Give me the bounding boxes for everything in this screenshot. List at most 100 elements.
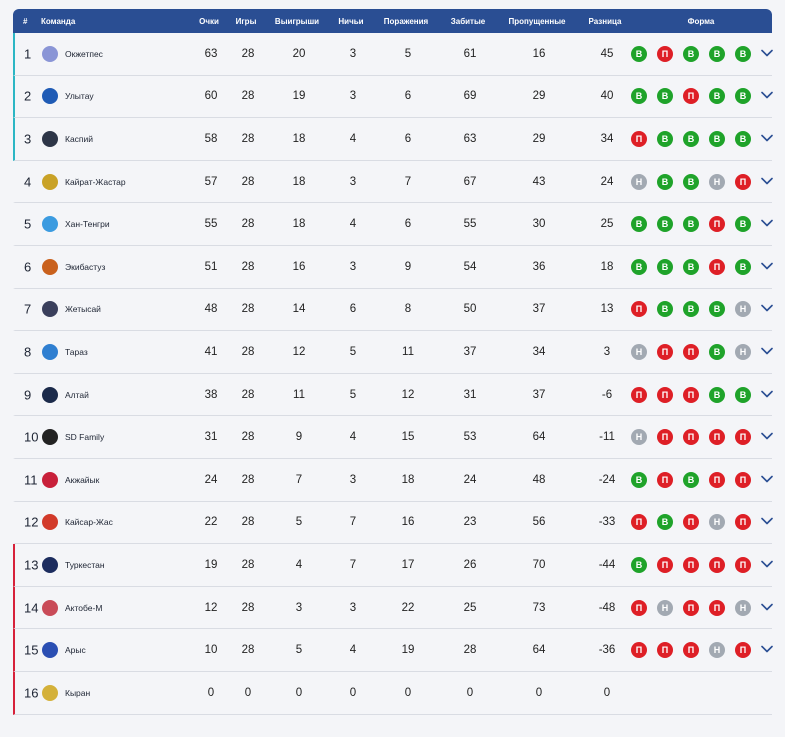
- form-badge[interactable]: В: [709, 130, 725, 147]
- form-badge[interactable]: В: [657, 216, 673, 233]
- form-badge[interactable]: В: [683, 301, 699, 318]
- form-badge[interactable]: П: [657, 429, 673, 446]
- form-badge[interactable]: В: [709, 88, 725, 105]
- form-badge[interactable]: В: [735, 216, 751, 233]
- form-badge[interactable]: В: [631, 45, 647, 62]
- form-badge[interactable]: В: [735, 130, 751, 147]
- team-name[interactable]: Алтай: [65, 389, 89, 400]
- chevron-down-icon[interactable]: [761, 91, 773, 101]
- chevron-down-icon[interactable]: [761, 347, 773, 357]
- form-badge[interactable]: Н: [735, 599, 751, 616]
- form-badge[interactable]: В: [631, 471, 647, 488]
- form-badge[interactable]: П: [735, 429, 751, 446]
- form-badge[interactable]: В: [657, 258, 673, 275]
- form-badge[interactable]: В: [735, 386, 751, 403]
- table-row[interactable]: 16 Кыран 0 0 0 0 0 0 0 0: [13, 671, 772, 715]
- team-name[interactable]: Хан-Тенгри: [65, 219, 110, 230]
- form-badge[interactable]: Н: [631, 173, 647, 190]
- form-badge[interactable]: П: [657, 386, 673, 403]
- table-row[interactable]: 9 Алтай 38 28 11 5 12 31 37 -6 П П П В В: [13, 373, 773, 417]
- team-name[interactable]: Акжайык: [65, 474, 100, 485]
- form-badge[interactable]: П: [631, 386, 647, 403]
- chevron-down-icon[interactable]: [761, 134, 773, 144]
- table-row[interactable]: 7 Жетысай 48 28 14 6 8 50 37 13 П В В В Н: [13, 288, 773, 332]
- form-badge[interactable]: П: [657, 556, 673, 573]
- form-badge[interactable]: В: [657, 514, 673, 531]
- team-name[interactable]: Кыран: [65, 687, 91, 698]
- chevron-down-icon[interactable]: [761, 49, 773, 59]
- form-badge[interactable]: В: [657, 88, 673, 105]
- team-name[interactable]: Кайсар-Жас: [65, 517, 113, 528]
- team-name[interactable]: SD Family: [65, 432, 105, 443]
- form-badge[interactable]: В: [631, 216, 647, 233]
- form-badge[interactable]: В: [657, 301, 673, 318]
- form-badge[interactable]: В: [709, 343, 725, 360]
- chevron-down-icon[interactable]: [761, 304, 773, 314]
- table-row[interactable]: 8 Тараз 41 28 12 5 11 37 34 3 Н П П В Н: [13, 331, 773, 374]
- form-badge[interactable]: В: [683, 130, 699, 147]
- form-badge[interactable]: П: [657, 45, 673, 62]
- chevron-down-icon[interactable]: [761, 517, 773, 527]
- form-badge[interactable]: П: [735, 471, 751, 488]
- form-badge[interactable]: П: [709, 599, 725, 616]
- chevron-down-icon[interactable]: [761, 390, 773, 400]
- form-badge[interactable]: П: [735, 556, 751, 573]
- form-badge[interactable]: П: [709, 471, 725, 488]
- form-badge[interactable]: В: [683, 471, 699, 488]
- table-row[interactable]: 10 SD Family 31 28 9 4 15 53 64 -11 Н П П П П: [13, 416, 773, 459]
- team-name[interactable]: Кайрат-Жастар: [65, 176, 126, 187]
- form-badge[interactable]: П: [631, 514, 647, 531]
- form-badge[interactable]: В: [735, 88, 751, 105]
- chevron-down-icon[interactable]: [761, 645, 773, 655]
- team-name[interactable]: Экибастуз: [65, 261, 106, 272]
- form-badge[interactable]: П: [631, 301, 647, 318]
- table-row[interactable]: 12 Кайсар-Жас 22 28 5 7 16 23 56 -33 П В П Н П: [13, 501, 773, 545]
- form-badge[interactable]: П: [683, 642, 699, 659]
- form-badge[interactable]: П: [683, 343, 699, 360]
- chevron-down-icon[interactable]: [761, 219, 773, 229]
- form-badge[interactable]: В: [709, 386, 725, 403]
- team-name[interactable]: Туркестан: [65, 559, 105, 570]
- table-row[interactable]: 13 Туркестан 19 28 4 7 17 26 70 -44 В П П П П: [13, 544, 773, 587]
- form-badge[interactable]: В: [735, 45, 751, 62]
- table-row[interactable]: 5 Хан-Тенгри 55 28 18 4 6 55 30 25 В В В П В: [13, 203, 773, 246]
- form-badge[interactable]: П: [683, 429, 699, 446]
- chevron-down-icon[interactable]: [761, 432, 773, 442]
- table-row[interactable]: 15 Арыс 10 28 5 4 19 28 64 -36 П П П Н П: [13, 629, 773, 672]
- form-badge[interactable]: В: [683, 216, 699, 233]
- form-badge[interactable]: Н: [709, 173, 725, 190]
- team-name[interactable]: Арыс: [65, 645, 86, 656]
- form-badge[interactable]: Н: [709, 642, 725, 659]
- form-badge[interactable]: П: [683, 514, 699, 531]
- form-badge[interactable]: В: [631, 258, 647, 275]
- form-badge[interactable]: П: [735, 514, 751, 531]
- team-name[interactable]: Тараз: [65, 346, 88, 357]
- form-badge[interactable]: В: [657, 173, 673, 190]
- form-badge[interactable]: П: [709, 556, 725, 573]
- chevron-down-icon[interactable]: [761, 262, 773, 272]
- form-badge[interactable]: П: [631, 130, 647, 147]
- form-badge[interactable]: В: [709, 45, 725, 62]
- form-badge[interactable]: П: [657, 471, 673, 488]
- form-badge[interactable]: В: [683, 45, 699, 62]
- table-row[interactable]: 11 Акжайык 24 28 7 3 18 24 48 -24 В П В П П: [13, 458, 773, 502]
- chevron-down-icon[interactable]: [761, 475, 773, 485]
- table-row[interactable]: 3 Каспий 58 28 18 4 6 63 29 34 П В В В В: [13, 118, 773, 161]
- form-badge[interactable]: П: [709, 258, 725, 275]
- form-badge[interactable]: П: [709, 216, 725, 233]
- form-badge[interactable]: П: [683, 386, 699, 403]
- form-badge[interactable]: Н: [709, 514, 725, 531]
- form-badge[interactable]: П: [657, 642, 673, 659]
- team-name[interactable]: Актобе-М: [65, 602, 103, 613]
- chevron-down-icon[interactable]: [761, 560, 773, 570]
- form-badge[interactable]: В: [631, 88, 647, 105]
- team-name[interactable]: Улытау: [65, 91, 94, 102]
- chevron-down-icon[interactable]: [761, 177, 773, 187]
- form-badge[interactable]: Н: [631, 429, 647, 446]
- form-badge[interactable]: В: [683, 173, 699, 190]
- form-badge[interactable]: П: [709, 429, 725, 446]
- table-row[interactable]: 6 Экибастуз 51 28 16 3 9 54 36 18 В В В П В: [13, 245, 773, 289]
- table-row[interactable]: 14 Актобе-М 12 28 3 3 22 25 73 -48 П Н П П Н: [13, 586, 773, 630]
- team-name[interactable]: Окжетпес: [65, 48, 103, 59]
- form-badge[interactable]: П: [631, 599, 647, 616]
